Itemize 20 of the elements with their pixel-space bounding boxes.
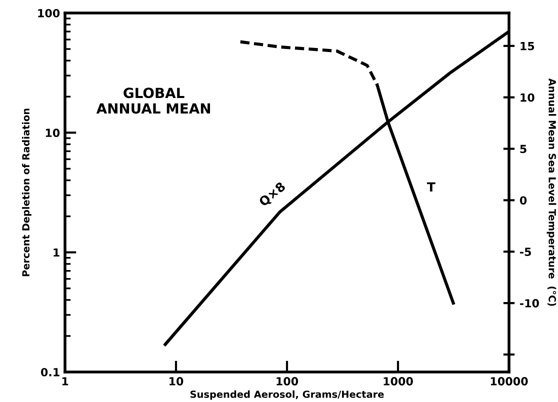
y2-axis-title: Annual Mean Sea Level Temperature (°C): [546, 78, 556, 306]
x-tick-label: 10: [170, 377, 184, 386]
y2-tick-label: 10: [520, 93, 534, 102]
y-tick-label: 100: [38, 8, 60, 18]
y2-tick-label: -5: [520, 248, 531, 256]
y-tick-label: 1: [54, 248, 60, 257]
y-tick-label: 0.1: [40, 368, 60, 376]
x-tick-label: 1: [62, 377, 68, 386]
y2-tick-label: -10: [520, 299, 539, 308]
y2-tick-label: 5: [520, 144, 526, 154]
x-tick-label: 100: [276, 377, 298, 386]
y-axis-title: Percent Depletion of Radiation: [22, 108, 32, 276]
y2-tick-label: 0: [520, 196, 527, 205]
annotation: GLOBAL ANNUAL MEAN: [96, 88, 210, 114]
x-axis-title: Suspended Aerosol, Grams/Hectare: [190, 390, 384, 400]
y2-tick-label: 15: [520, 42, 534, 50]
x-tick-label: 1000: [384, 377, 413, 386]
series-label: T: [426, 182, 436, 192]
y-tick-label: 10: [46, 128, 60, 138]
x-tick-label: 10000: [490, 377, 528, 386]
